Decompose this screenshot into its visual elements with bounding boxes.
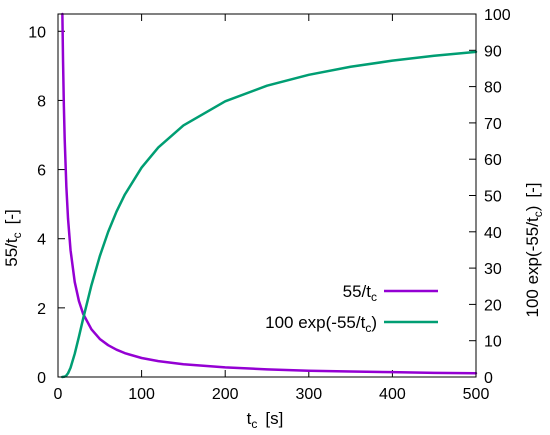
x-axis-title: tc [s] bbox=[247, 409, 284, 431]
y-right-tick-label-3: 30 bbox=[484, 261, 502, 278]
y-right-axis-title: 100 exp(-55/tc)[-] bbox=[523, 183, 545, 318]
y-right-tick-label-7: 70 bbox=[484, 116, 502, 133]
y-left-tick-label-2: 4 bbox=[37, 232, 46, 249]
y-left-axis-title: 55/tc[-] bbox=[2, 209, 24, 266]
y-left-tick-label-0: 0 bbox=[37, 370, 46, 387]
y-right-tick-label-10: 100 bbox=[484, 7, 511, 24]
y-right-tick-label-1: 10 bbox=[484, 334, 502, 351]
y-right-tick-label-0: 0 bbox=[484, 370, 493, 387]
x-tick-label-3: 300 bbox=[295, 386, 322, 403]
y-left-tick-label-1: 2 bbox=[37, 301, 46, 318]
y-right-tick-label-2: 20 bbox=[484, 297, 502, 314]
y-right-tick-label-4: 40 bbox=[484, 225, 502, 242]
x-tick-label-0: 0 bbox=[54, 386, 63, 403]
y-right-tick-label-5: 50 bbox=[484, 189, 502, 206]
series-line-1 bbox=[60, 50, 478, 379]
series-line-0 bbox=[61, 12, 478, 375]
y-left-tick-label-5: 10 bbox=[28, 24, 46, 41]
y-right-tick-label-9: 90 bbox=[484, 43, 502, 60]
legend-label-series-0: 55/tc bbox=[343, 282, 377, 304]
legend-label-series-1: 100 exp(-55/tc) bbox=[265, 313, 377, 335]
x-tick-label-4: 400 bbox=[379, 386, 406, 403]
series-layer bbox=[60, 12, 478, 379]
ticks-layer: 0 100 200 300 400 500024681001020304050607080… bbox=[28, 7, 511, 403]
y-right-tick-label-6: 60 bbox=[484, 152, 502, 169]
x-tick-label-5: 500 bbox=[463, 386, 490, 403]
plot-frame bbox=[57, 13, 477, 378]
y-left-tick-label-4: 8 bbox=[37, 93, 46, 110]
x-tick-label-2: 200 bbox=[212, 386, 239, 403]
y-right-tick-label-8: 80 bbox=[484, 80, 502, 97]
legend: 55/tc 100 exp(-55/tc) bbox=[265, 282, 438, 335]
x-tick-label-1: 100 bbox=[128, 386, 155, 403]
y-left-tick-label-3: 6 bbox=[37, 163, 46, 180]
